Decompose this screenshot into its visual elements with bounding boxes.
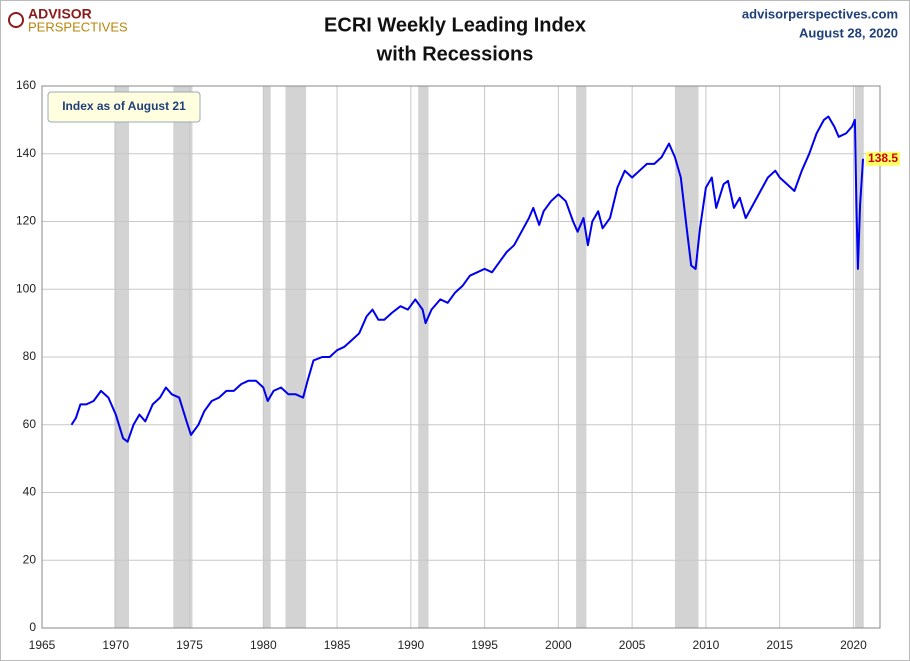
line-series: [70, 115, 864, 443]
annotation-box: [47, 91, 201, 123]
y-tick-label: 40: [23, 485, 37, 499]
logo-text: PERSPECTIVES: [28, 19, 128, 34]
chart-subtitle: with Recessions: [376, 43, 534, 65]
x-tick-label: 2015: [766, 638, 793, 652]
source: advisorperspectives.com: [742, 6, 898, 21]
x-tick-label: 2010: [693, 638, 720, 652]
date: August 28, 2020: [799, 25, 898, 40]
logo: ADVISOR PERSPECTIVES: [8, 6, 128, 34]
value-label-bg: [866, 151, 901, 166]
x-tick-label: 1970: [102, 638, 129, 652]
y-tick-label: 120: [16, 214, 36, 228]
y-tick-label: 160: [16, 78, 36, 92]
y-tick-label: 20: [23, 552, 37, 566]
x-tick-label: 1985: [324, 638, 351, 652]
x-tick-label: 2005: [619, 638, 646, 652]
x-tick-label: 1975: [176, 638, 203, 652]
x-tick-label: 1965: [29, 638, 56, 652]
plot-border: [41, 85, 881, 629]
logo-icon: [8, 12, 24, 28]
y-tick-label: 60: [23, 417, 37, 431]
x-tick-label: 1980: [250, 638, 277, 652]
chart-title: ECRI Weekly Leading Index: [324, 14, 586, 36]
logo-text: ADVISOR: [28, 6, 92, 22]
y-tick-label: 80: [23, 349, 37, 363]
y-tick-label: 140: [16, 146, 36, 160]
value-label: 138.5: [868, 151, 898, 165]
y-tick-label: 100: [16, 281, 36, 295]
y-tick-label: 0: [29, 620, 36, 634]
x-tick-label: 2000: [545, 638, 572, 652]
x-tick-label: 2020: [840, 638, 867, 652]
x-tick-label: 1990: [397, 638, 424, 652]
annotation: Index as of August 21: [62, 99, 186, 113]
x-tick-label: 1995: [471, 638, 498, 652]
